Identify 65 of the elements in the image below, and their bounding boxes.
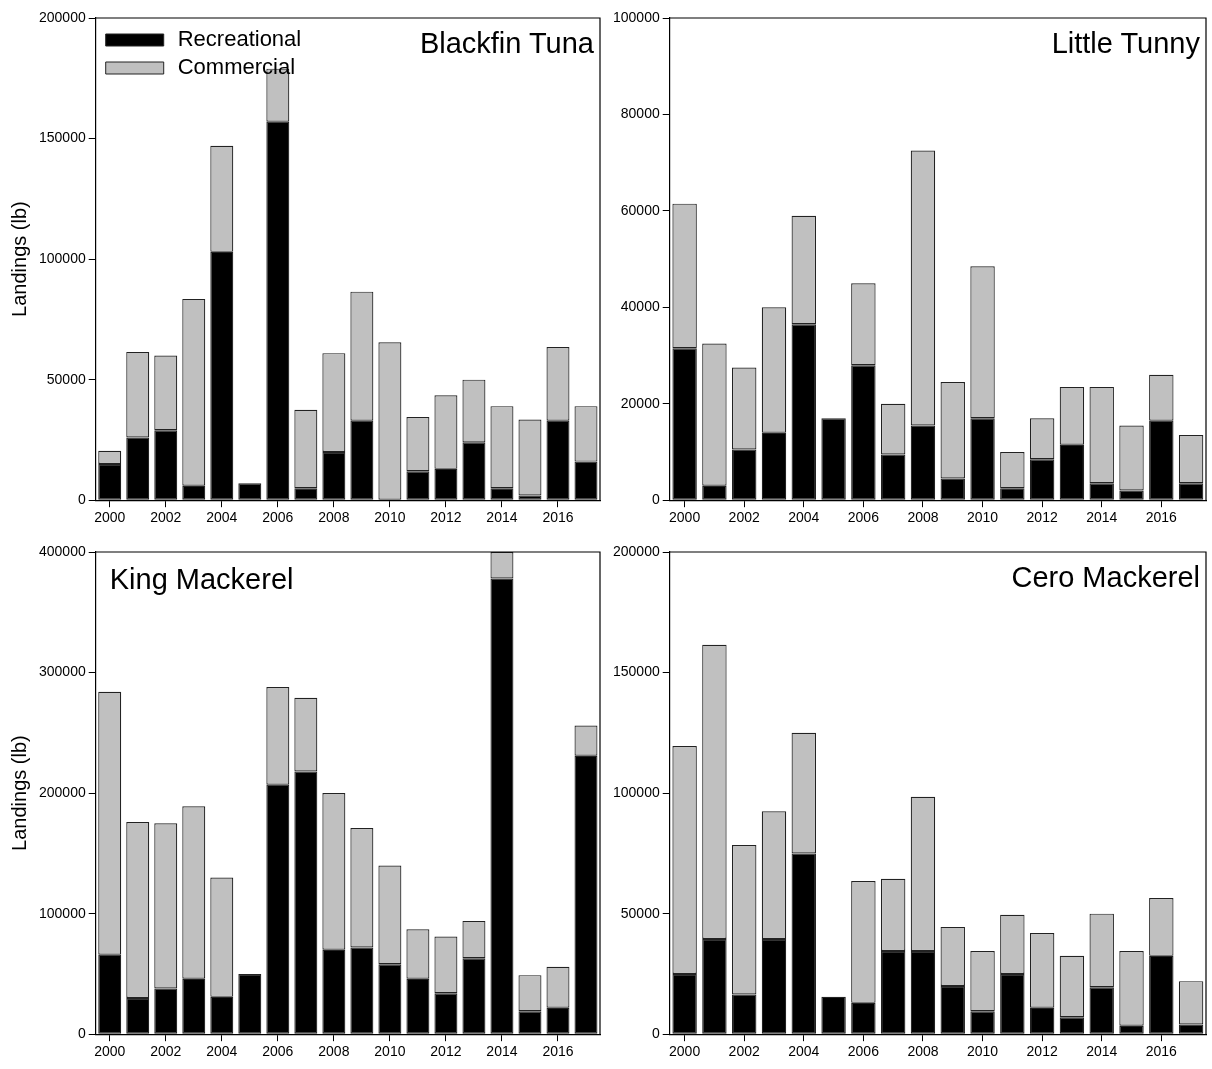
x-tick-label: 2000 — [669, 1043, 701, 1060]
x-tick-label: 2010 — [966, 1043, 999, 1060]
y-tick-label: 100000 — [613, 8, 660, 25]
y-tick-label: 200000 — [39, 8, 86, 25]
x-tick-label: 2000 — [94, 509, 126, 526]
x-tick-label: 2000 — [669, 509, 701, 526]
x-tick-label: 2012 — [1026, 509, 1058, 526]
x-tick-label: 2004 — [206, 1043, 238, 1060]
y-tick-label: 40000 — [620, 298, 660, 315]
x-tick-label: 2004 — [206, 509, 238, 526]
x-tick-label: 2012 — [1026, 1043, 1058, 1060]
x-tick-label: 2006 — [847, 1043, 880, 1060]
x-tick-label: 2002 — [150, 1043, 182, 1060]
y-axis-title: Landings (lb) — [7, 735, 30, 851]
x-tick-label: 2006 — [262, 1043, 294, 1060]
y-tick-label: 50000 — [46, 370, 86, 387]
x-tick-label: 2008 — [907, 1043, 939, 1060]
chart-title: Blackfin Tuna — [419, 26, 595, 59]
x-tick-label: 2006 — [262, 509, 294, 526]
x-tick-label: 2010 — [374, 1043, 406, 1060]
x-tick-label: 2016 — [542, 1043, 574, 1060]
y-tick-label: 200000 — [39, 783, 86, 800]
x-tick-label: 2014 — [1086, 1043, 1118, 1060]
y-tick-label: 60000 — [620, 201, 660, 218]
x-tick-label: 2012 — [430, 509, 462, 526]
x-tick-label: 2016 — [1145, 1043, 1178, 1060]
y-axis-title: Landings (lb) — [7, 201, 30, 317]
x-tick-label: 2008 — [907, 509, 939, 526]
y-tick-label: 80000 — [620, 105, 660, 122]
x-tick-label: 2014 — [1086, 509, 1118, 526]
x-tick-label: 2014 — [486, 509, 518, 526]
legend-label: Commercial — [177, 54, 296, 80]
y-tick-label: 400000 — [39, 542, 86, 559]
x-tick-label: 2010 — [966, 509, 999, 526]
x-tick-label: 2002 — [150, 509, 182, 526]
chart-title: King Mackerel — [109, 562, 294, 595]
chart-title: Little Tunny — [1051, 26, 1201, 59]
x-tick-label: 2002 — [728, 1043, 760, 1060]
y-tick-label: 50000 — [620, 904, 660, 921]
y-tick-label: 0 — [651, 1025, 660, 1042]
y-tick-label: 100000 — [39, 249, 86, 266]
x-tick-label: 2016 — [542, 509, 574, 526]
x-tick-label: 2008 — [318, 1043, 350, 1060]
y-tick-label: 0 — [77, 1025, 86, 1042]
y-tick-label: 100000 — [613, 783, 660, 800]
y-tick-label: 300000 — [39, 663, 86, 680]
x-tick-label: 2002 — [728, 509, 760, 526]
x-tick-label: 2000 — [94, 1043, 126, 1060]
x-tick-label: 2008 — [318, 509, 350, 526]
y-tick-label: 0 — [651, 491, 660, 508]
chart-title: Cero Mackerel — [1011, 560, 1200, 593]
x-tick-label: 2004 — [788, 509, 820, 526]
y-tick-label: 200000 — [613, 542, 660, 559]
y-tick-label: 150000 — [39, 129, 86, 146]
y-tick-label: 150000 — [613, 663, 660, 680]
y-tick-label: 0 — [77, 491, 86, 508]
x-tick-label: 2016 — [1145, 509, 1178, 526]
x-tick-label: 2012 — [430, 1043, 462, 1060]
x-tick-label: 2006 — [847, 509, 880, 526]
y-tick-label: 100000 — [39, 904, 86, 921]
y-tick-label: 20000 — [620, 394, 660, 411]
legend-label: Recreational — [177, 26, 302, 52]
x-tick-label: 2014 — [486, 1043, 518, 1060]
x-tick-label: 2004 — [788, 1043, 820, 1060]
x-tick-label: 2010 — [374, 509, 406, 526]
